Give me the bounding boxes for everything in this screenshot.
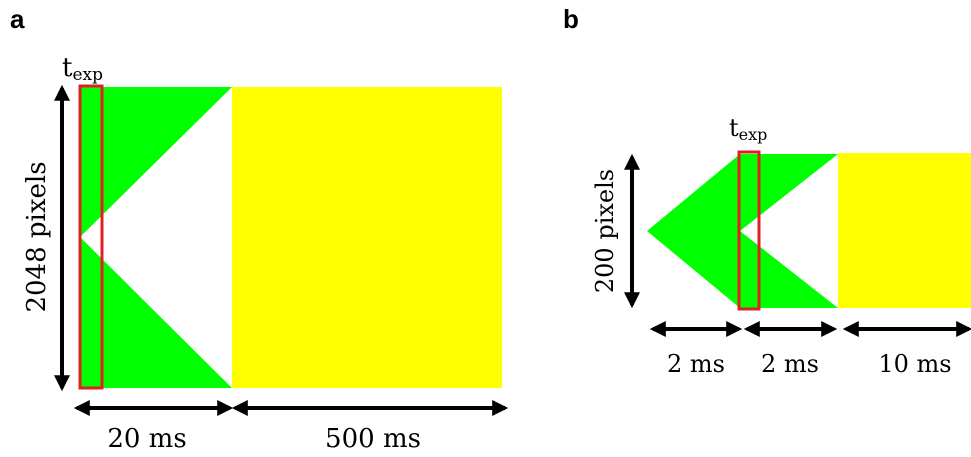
panel-b-duration-label-1: 2 ms bbox=[667, 350, 725, 378]
panel-b-readout-block bbox=[838, 153, 971, 308]
panel-b-label: b bbox=[563, 4, 579, 34]
panel-a-sweep-top bbox=[80, 87, 232, 237]
panel-b-sweep-left bbox=[647, 154, 740, 308]
panel-a-height-label: 2048 pixels bbox=[22, 161, 52, 312]
panel-b: b texp 200 pixels 2 ms 2 ms 10 ms bbox=[563, 4, 971, 378]
panel-a-label: a bbox=[10, 4, 25, 34]
panel-a-duration-label-1: 20 ms bbox=[107, 424, 186, 454]
panel-b-exposure-box bbox=[737, 150, 761, 311]
panel-a-duration-label-2: 500 ms bbox=[325, 424, 421, 454]
panel-b-duration-label-3: 10 ms bbox=[878, 350, 951, 378]
panel-a-sweep-bottom bbox=[80, 237, 232, 388]
panel-a-exposure-label: texp bbox=[62, 53, 103, 85]
panel-a: a texp 2048 pixels 20 ms 500 ms bbox=[10, 4, 509, 454]
panel-b-exposure-label: texp bbox=[729, 114, 767, 144]
panel-b-duration-label-2: 2 ms bbox=[761, 350, 819, 378]
panel-a-readout-block bbox=[232, 87, 502, 388]
panel-b-height-label: 200 pixels bbox=[591, 169, 619, 293]
panel-b-sweep-top bbox=[740, 154, 838, 231]
panel-b-sweep-bottom bbox=[740, 231, 838, 308]
panel-a-exposure-box bbox=[78, 84, 104, 390]
